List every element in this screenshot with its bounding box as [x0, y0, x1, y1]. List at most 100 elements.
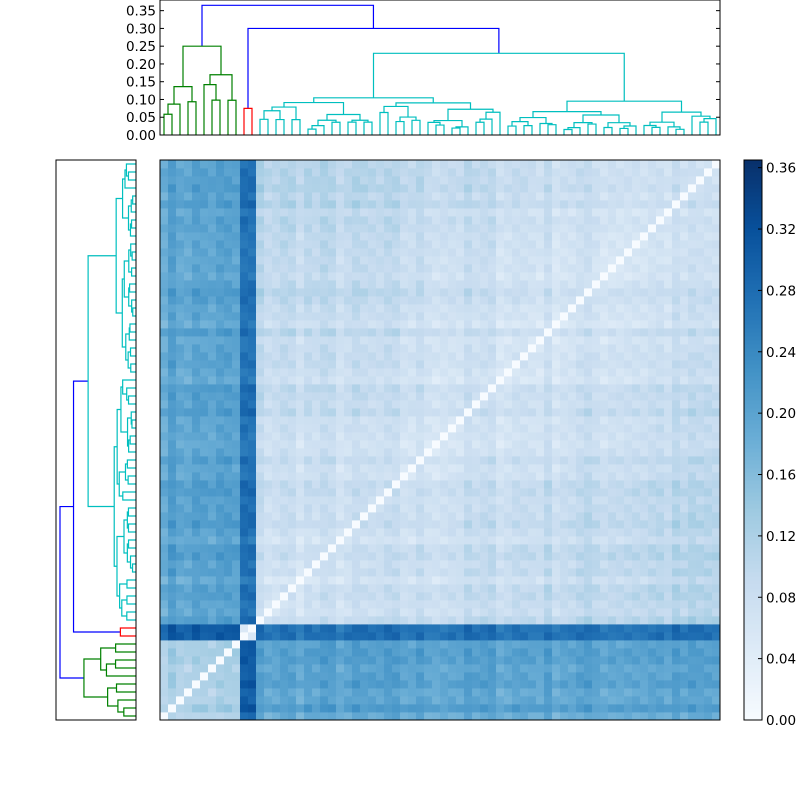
heatmap-cell [488, 224, 497, 233]
heatmap-cell [704, 328, 713, 337]
heatmap-cell [616, 312, 625, 321]
heatmap-cell [648, 192, 657, 201]
heatmap-cell [176, 416, 185, 425]
heatmap-cell [624, 624, 633, 633]
heatmap-cell [712, 664, 721, 673]
heatmap-cell [488, 600, 497, 609]
heatmap-cell [392, 432, 401, 441]
heatmap-cell [432, 264, 441, 273]
heatmap-cell [464, 176, 473, 185]
heatmap-cell [160, 664, 169, 673]
heatmap-cell [456, 200, 465, 209]
heatmap-cell [312, 392, 321, 401]
heatmap-cell [176, 512, 185, 521]
heatmap-cell [432, 232, 441, 241]
heatmap-cell [696, 288, 705, 297]
heatmap-cell [536, 472, 545, 481]
heatmap-cell [272, 240, 281, 249]
heatmap-cell [536, 608, 545, 617]
heatmap-cell [528, 624, 537, 633]
heatmap-cell [576, 488, 585, 497]
heatmap-cell [328, 256, 337, 265]
heatmap-cell [544, 520, 553, 529]
heatmap-cell [400, 272, 409, 281]
heatmap-cell [256, 448, 265, 457]
heatmap-cell [256, 664, 265, 673]
heatmap-cell [472, 216, 481, 225]
heatmap-cell [192, 304, 201, 313]
heatmap-cell [608, 432, 617, 441]
heatmap-cell [664, 704, 673, 713]
heatmap-cell [440, 280, 449, 289]
heatmap-cell [600, 344, 609, 353]
heatmap-cell [504, 640, 513, 649]
heatmap-cell [352, 672, 361, 681]
heatmap-cell [288, 712, 297, 721]
heatmap-cell [296, 328, 305, 337]
heatmap-cell [480, 600, 489, 609]
heatmap-cell [384, 168, 393, 177]
heatmap-cell [416, 656, 425, 665]
heatmap-cell [408, 664, 417, 673]
heatmap-cell [552, 224, 561, 233]
top-dendrogram-ytick-label: 0.20 [126, 57, 156, 73]
heatmap-cell [496, 256, 505, 265]
heatmap-cell [368, 400, 377, 409]
heatmap-cell [520, 192, 529, 201]
heatmap-cell [696, 400, 705, 409]
heatmap-cell [680, 656, 689, 665]
heatmap-cell [616, 272, 625, 281]
heatmap-cell [536, 352, 545, 361]
heatmap-cell [344, 424, 353, 433]
heatmap-cell [384, 232, 393, 241]
heatmap-cell [696, 232, 705, 241]
heatmap-cell [280, 624, 289, 633]
heatmap-cell [200, 280, 209, 289]
heatmap-cell [200, 528, 209, 537]
heatmap-cell [480, 680, 489, 689]
heatmap-cell [512, 552, 521, 561]
heatmap-cell [376, 440, 385, 449]
heatmap-cell [456, 512, 465, 521]
heatmap-cell [704, 480, 713, 489]
heatmap-cell [632, 264, 641, 273]
heatmap-cell [352, 704, 361, 713]
heatmap-cell [392, 664, 401, 673]
heatmap-cell [224, 520, 233, 529]
heatmap-cell [392, 368, 401, 377]
heatmap-cell [336, 248, 345, 257]
heatmap-cell [480, 704, 489, 713]
heatmap-cell [256, 552, 265, 561]
heatmap-cell [296, 368, 305, 377]
heatmap-cell [424, 480, 433, 489]
heatmap-cell [320, 232, 329, 241]
heatmap-cell [240, 464, 249, 473]
heatmap-cell [616, 520, 625, 529]
heatmap-cell [216, 680, 225, 689]
heatmap-cell [568, 392, 577, 401]
heatmap-cell [456, 208, 465, 217]
heatmap-cell [704, 696, 713, 705]
heatmap-cell [488, 296, 497, 305]
heatmap-cell [168, 680, 177, 689]
heatmap-cell [584, 672, 593, 681]
heatmap-cell [328, 312, 337, 321]
heatmap-cell [584, 192, 593, 201]
dendrogram-link [485, 111, 501, 135]
heatmap-cell [168, 168, 177, 177]
heatmap-cell [616, 176, 625, 185]
heatmap-cell [256, 648, 265, 657]
heatmap-cell [256, 288, 265, 297]
heatmap-cell [640, 560, 649, 569]
heatmap-cell [344, 192, 353, 201]
heatmap-cell [480, 504, 489, 513]
heatmap-cell [568, 576, 577, 585]
heatmap-cell [704, 664, 713, 673]
heatmap-cell [488, 400, 497, 409]
heatmap-cell [472, 600, 481, 609]
heatmap-cell [552, 408, 561, 417]
heatmap-cell [376, 288, 385, 297]
heatmap-cell [384, 448, 393, 457]
heatmap-cell [480, 312, 489, 321]
heatmap-cell [400, 440, 409, 449]
